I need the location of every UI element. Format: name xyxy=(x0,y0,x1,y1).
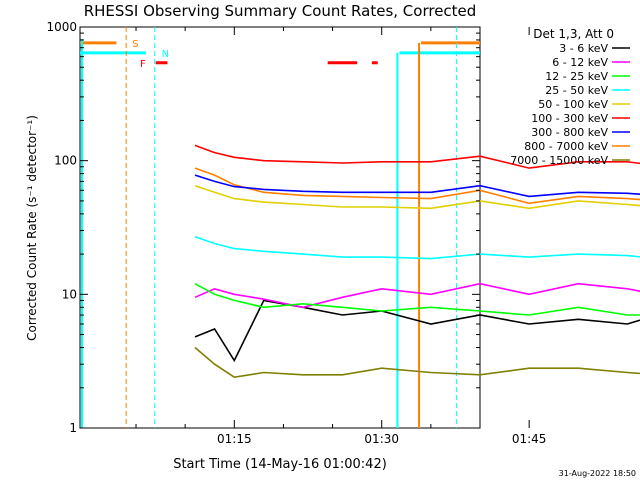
legend-entry-label: 100 - 300 keV xyxy=(531,112,608,125)
series-line-8 xyxy=(194,346,640,379)
night-flag-label: N xyxy=(162,49,169,60)
legend-entry-label: 50 - 100 keV xyxy=(538,98,608,111)
y-tick-label: 10 xyxy=(62,287,77,301)
legend-entry-label: 7000 - 15000 keV xyxy=(510,154,608,167)
legend-entry-label: 25 - 50 keV xyxy=(545,84,608,97)
saa-flag-label: S xyxy=(132,39,138,50)
y-tick-label: 100 xyxy=(54,154,77,168)
legend-entry-label: 800 - 7000 keV xyxy=(524,140,608,153)
legend-entry-label: 300 - 800 keV xyxy=(531,126,608,139)
x-tick-label: 01:15 xyxy=(217,432,252,446)
x-axis-label: Start Time (14-May-16 01:00:42) xyxy=(173,457,387,472)
series-line-1 xyxy=(194,282,640,309)
series-line-3 xyxy=(194,235,640,260)
series-line-7 xyxy=(194,167,640,205)
x-tick-label: 01:30 xyxy=(364,432,399,446)
legend-entry-label: 3 - 6 keV xyxy=(559,42,608,55)
series-line-5 xyxy=(194,144,640,169)
flare-flag-label: F xyxy=(140,59,146,70)
series-line-0 xyxy=(194,299,640,363)
legend-entry-label: 6 - 12 keV xyxy=(552,56,608,69)
chart-title: RHESSI Observing Summary Count Rates, Co… xyxy=(84,2,477,20)
y-axis-label: Corrected Count Rate (s⁻¹ detector⁻¹) xyxy=(25,115,39,341)
y-tick-label: 1 xyxy=(69,421,77,435)
series-line-2 xyxy=(194,282,640,316)
plot-frame xyxy=(79,26,481,429)
footer-timestamp: 31-Aug-2022 18:50 xyxy=(559,469,636,478)
y-tick-label: 1000 xyxy=(46,20,77,34)
x-tick-label: 01:45 xyxy=(512,432,547,446)
legend-title: Det 1,3, Att 0 xyxy=(533,27,614,41)
series-line-6 xyxy=(194,174,640,198)
series-line-4 xyxy=(194,184,640,210)
legend-entry-label: 12 - 25 keV xyxy=(545,70,608,83)
